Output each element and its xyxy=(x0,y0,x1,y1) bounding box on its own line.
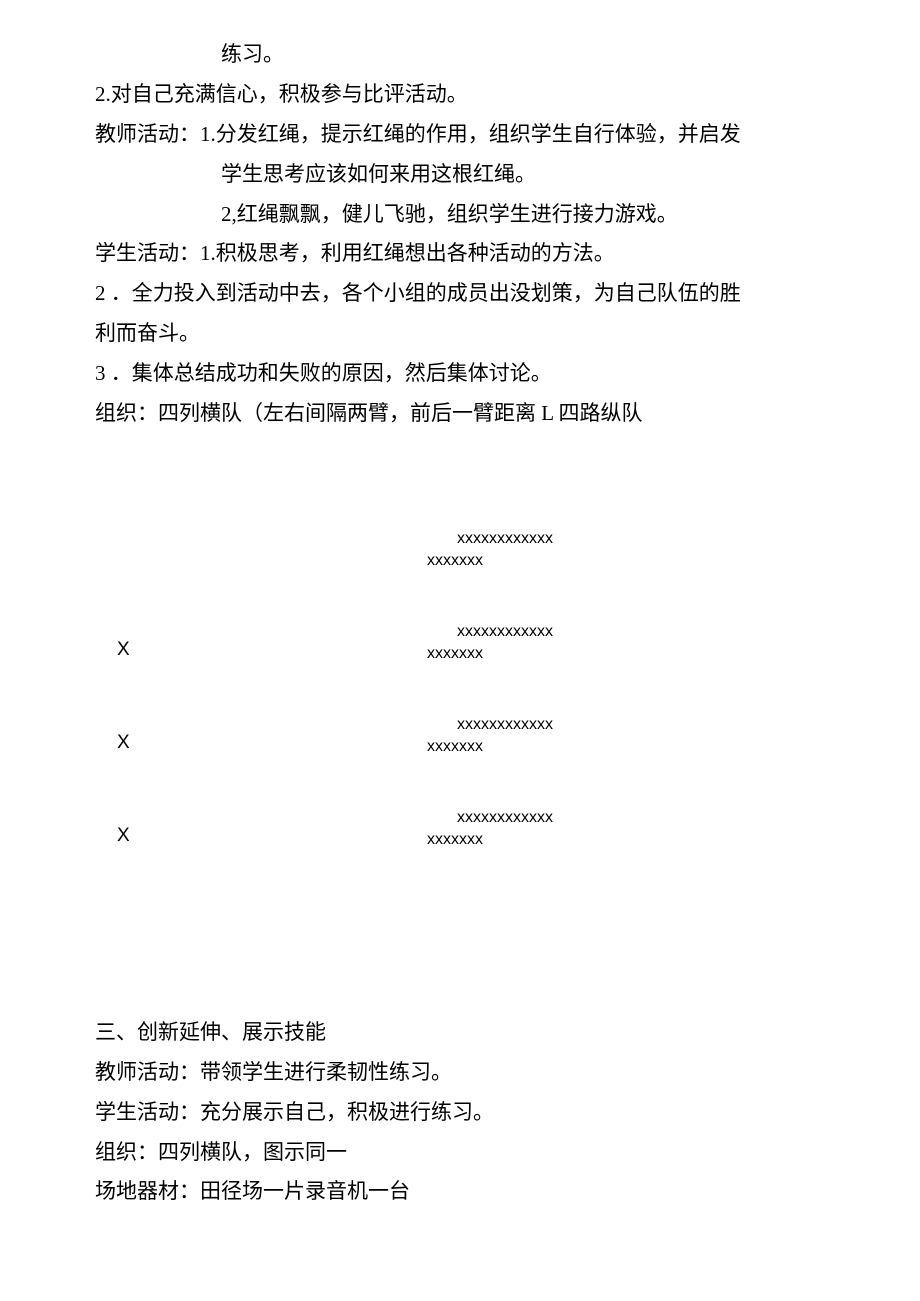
student-activity-3: 3 ．集体总结成功和失败的原因，然后集体讨论。 xyxy=(95,354,825,394)
diagram-row-2: X xxxxxxxxxxxx xxxxxxx xyxy=(95,622,825,662)
organization-text: 组织：四列横队（左右间隔两臂，前后一臂距离 L 四路纵队 xyxy=(95,394,825,434)
diagram-upper-1: xxxxxxxxxxxx xyxy=(457,529,553,549)
student-activity-2a: 2 ．全力投入到活动中去，各个小组的成员出没划策，为自己队伍的胜 xyxy=(95,274,825,314)
diagram-x-4: X xyxy=(117,826,130,846)
diagram-row-1: xxxxxxxxxxxx xxxxxxx xyxy=(95,529,825,569)
teacher-activity-2: 2,红绳飘飘，健儿飞驰，组织学生进行接力游戏。 xyxy=(95,195,825,235)
document-body: 练习。 2.对自己充满信心，积极参与比评活动。 教师活动：1.分发红绳，提示红绳… xyxy=(95,35,825,1212)
teacher-activity-1a: 教师活动：1.分发红绳，提示红绳的作用，组织学生自行体验，并启发 xyxy=(95,115,825,155)
diagram-lower-4: xxxxxxx xyxy=(427,830,483,850)
text-line2: 2.对自己充满信心，积极参与比评活动。 xyxy=(95,75,825,115)
diagram-upper-3: xxxxxxxxxxxx xyxy=(457,715,553,735)
diagram-lower-3: xxxxxxx xyxy=(427,737,483,757)
diagram-row-3: X xxxxxxxxxxxx xxxxxxx xyxy=(95,715,825,755)
diagram-x-3: X xyxy=(117,733,130,753)
teacher-activity-1b: 学生思考应该如何来用这根红绳。 xyxy=(95,155,825,195)
diagram-upper-4: xxxxxxxxxxxx xyxy=(457,808,553,828)
diagram-row-4: X xxxxxxxxxxxx xxxxxxx xyxy=(95,808,825,848)
student-activity-1: 学生活动：1.积极思考，利用红绳想出各种活动的方法。 xyxy=(95,234,825,274)
formation-diagram: xxxxxxxxxxxx xxxxxxx X xxxxxxxxxxxx xxxx… xyxy=(95,529,825,848)
section3-org: 组织：四列横队，图示同一 xyxy=(95,1133,825,1173)
section3-title: 三、创新延伸、展示技能 xyxy=(95,1013,825,1053)
diagram-lower-2: xxxxxxx xyxy=(427,644,483,664)
diagram-lower-1: xxxxxxx xyxy=(427,551,483,571)
section3-equip: 场地器材：田径场一片录音机一台 xyxy=(95,1172,825,1212)
diagram-x-2: X xyxy=(117,640,130,660)
text-practice: 练习。 xyxy=(95,35,825,75)
section-three: 三、创新延伸、展示技能 教师活动：带领学生进行柔韧性练习。 学生活动：充分展示自… xyxy=(95,1013,825,1212)
student-activity-2b: 利而奋斗。 xyxy=(95,314,825,354)
section3-teacher: 教师活动：带领学生进行柔韧性练习。 xyxy=(95,1053,825,1093)
diagram-upper-2: xxxxxxxxxxxx xyxy=(457,622,553,642)
section3-student: 学生活动：充分展示自己，积极进行练习。 xyxy=(95,1093,825,1133)
